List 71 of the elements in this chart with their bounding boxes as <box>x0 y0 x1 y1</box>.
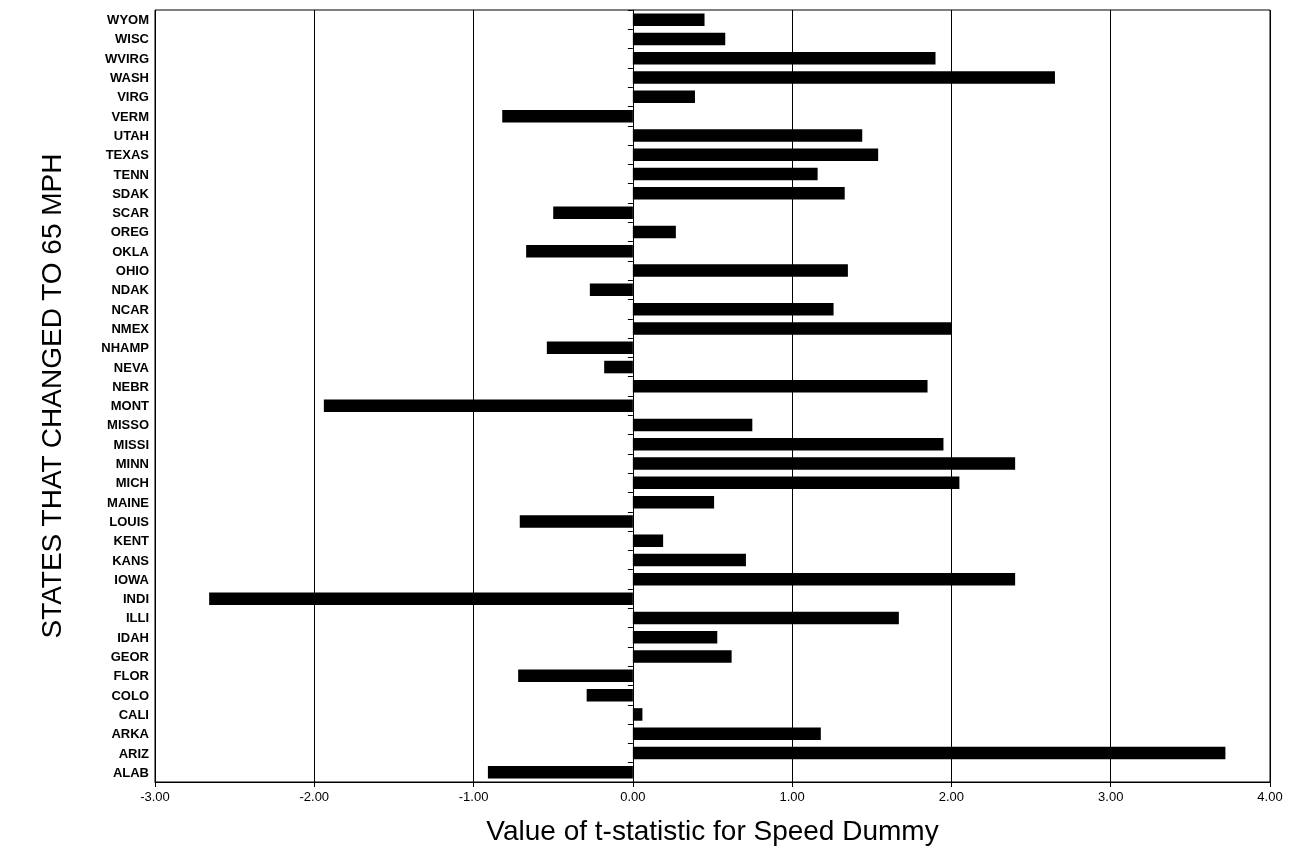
bar <box>632 630 718 644</box>
bar <box>632 534 664 548</box>
y-tick-label: ARIZ <box>118 745 150 761</box>
y-tick-label: FLOR <box>113 668 150 684</box>
y-tick-label: NHAMP <box>101 340 150 356</box>
x-tick-label: 2.00 <box>938 789 965 804</box>
x-tick-label: 3.00 <box>1098 789 1124 804</box>
y-tick-label: WISC <box>115 31 150 47</box>
y-tick-label: COLO <box>111 687 149 703</box>
bar <box>632 418 753 432</box>
y-tick-label: MICH <box>115 475 149 491</box>
x-tick-label: -3.00 <box>140 789 170 804</box>
y-tick-label: NMEX <box>111 320 150 336</box>
bar <box>502 109 633 123</box>
y-tick-label: OHIO <box>115 263 149 279</box>
x-tick-label: 0.00 <box>620 789 646 804</box>
y-tick-label: VIRG <box>117 89 149 105</box>
y-axis-title: STATES THAT CHANGED TO 65 MPH <box>35 153 67 639</box>
y-tick-label: MAINE <box>107 494 150 510</box>
bar <box>632 32 726 46</box>
bar <box>632 553 746 567</box>
y-tick-label: INDI <box>123 591 149 607</box>
y-tick-label: ILLI <box>125 610 149 626</box>
y-tick-label: TENN <box>113 166 149 182</box>
y-tick-label: KENT <box>113 533 150 549</box>
bar <box>632 650 732 663</box>
y-tick-label: VERM <box>111 108 149 124</box>
bar <box>632 90 695 104</box>
y-tick-label: MONT <box>110 398 150 414</box>
bar <box>589 283 633 297</box>
bar <box>487 766 633 779</box>
y-tick-label: NEBR <box>112 378 150 394</box>
x-tick-label: 1.00 <box>779 789 805 804</box>
bar <box>632 13 705 26</box>
bar <box>586 688 633 702</box>
bar <box>632 708 643 721</box>
y-tick-label: WYOM <box>107 12 149 28</box>
y-tick-label: MISSI <box>113 436 149 452</box>
bar <box>518 669 633 683</box>
bar <box>632 225 676 239</box>
y-tick-label: WASH <box>110 70 149 86</box>
y-tick-label: NCAR <box>111 301 150 317</box>
y-tick-label: MINN <box>115 456 149 472</box>
x-tick-label: -1.00 <box>458 789 489 804</box>
y-tick-label: KANS <box>112 552 150 568</box>
bar <box>526 244 633 258</box>
y-tick-label: IDAH <box>117 629 149 645</box>
bar <box>553 206 633 219</box>
bar <box>519 515 633 528</box>
y-tick-label: IOWA <box>114 571 150 587</box>
y-tick-label: LOUIS <box>109 513 150 529</box>
y-tick-label: CALI <box>118 706 149 722</box>
bar <box>604 360 633 374</box>
y-tick-label: OREG <box>110 224 149 240</box>
bar <box>632 495 715 509</box>
x-axis-title: Value of t-statistic for Speed Dummy <box>486 814 939 846</box>
y-tick-label: NDAK <box>111 282 150 298</box>
y-tick-label: MISSO <box>107 417 149 433</box>
bar <box>546 341 633 355</box>
y-tick-label: UTAH <box>113 127 149 143</box>
y-tick-label: ARKA <box>111 726 150 742</box>
y-tick-label: GEOR <box>110 649 150 665</box>
x-tick-label: 4.00 <box>1257 789 1283 804</box>
y-tick-label: TEXAS <box>105 147 150 163</box>
y-tick-label: SCAR <box>112 205 150 221</box>
y-tick-label: OKLA <box>112 243 150 259</box>
y-tick-label: WVIRG <box>104 50 149 66</box>
y-tick-label: SDAK <box>112 185 150 201</box>
y-tick-label: NEVA <box>113 359 150 375</box>
x-tick-label: -2.00 <box>299 789 330 804</box>
y-tick-label: ALAB <box>112 764 149 780</box>
